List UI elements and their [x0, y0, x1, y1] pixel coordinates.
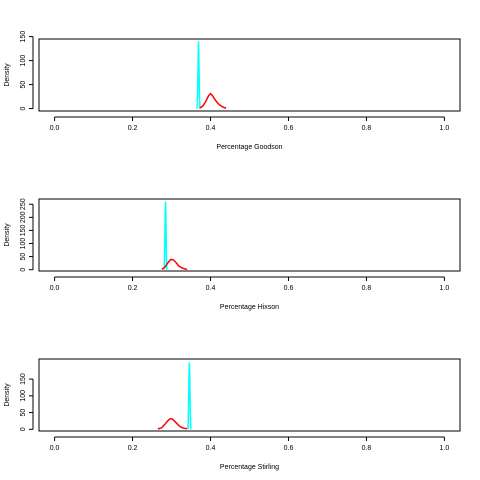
tick-labels: 0.0 0.2 0.4 0.6 0.8 1.0 0 50 100 150	[20, 373, 449, 452]
y-tick-label: 100	[20, 238, 27, 250]
tick-labels: 0.0 0.2 0.4 0.6 0.8 1.0 0 50 100 150 200…	[20, 198, 449, 292]
panel-stirling: 0.0 0.2 0.4 0.6 0.8 1.0 0 50 100 150 Per…	[4, 358, 461, 471]
red-density-curve	[199, 92, 227, 109]
x-tick-label: 0.2	[128, 285, 138, 292]
axis-ticks	[29, 203, 445, 281]
x-axis-label: Percentage Stirling	[220, 464, 279, 471]
x-tick-label: 0.8	[362, 445, 372, 452]
y-tick-label: 250	[20, 198, 27, 210]
x-tick-label: 0.6	[284, 125, 294, 132]
axis-ticks	[29, 378, 445, 441]
x-tick-label: 1.0	[440, 125, 450, 132]
density-curves	[157, 362, 192, 430]
cyan-density-curve	[163, 201, 168, 270]
y-tick-label: 0	[20, 268, 27, 272]
red-density-curve	[161, 258, 188, 271]
cyan-density-curve	[196, 41, 201, 109]
x-axis-label: Percentage Goodson	[216, 144, 282, 151]
x-tick-label: 0.8	[362, 285, 372, 292]
plot-frame	[38, 358, 461, 432]
y-tick-label: 100	[20, 55, 27, 67]
y-tick-label: 50	[20, 409, 27, 417]
y-tick-label: 50	[20, 253, 27, 261]
density-curves	[161, 201, 188, 271]
y-tick-label: 150	[20, 31, 27, 43]
x-tick-label: 0.6	[284, 285, 294, 292]
x-tick-label: 0.2	[128, 125, 138, 132]
x-axis-label: Percentage Hixson	[220, 304, 279, 311]
cyan-density-curve	[187, 362, 192, 430]
y-tick-label: 200	[20, 211, 27, 223]
y-axis-label: Density	[4, 223, 11, 247]
y-tick-label: 0	[20, 427, 27, 431]
tick-labels: 0.0 0.2 0.4 0.6 0.8 1.0 0 50 100 150	[20, 31, 449, 132]
x-tick-label: 1.0	[440, 445, 450, 452]
x-tick-label: 0.4	[206, 445, 216, 452]
panel-hixson: 0.0 0.2 0.4 0.6 0.8 1.0 0 50 100 150 200…	[4, 198, 461, 311]
y-axis-label: Density	[4, 383, 11, 407]
x-tick-label: 0.6	[284, 445, 294, 452]
y-tick-label: 150	[20, 224, 27, 236]
red-density-curve	[157, 417, 188, 430]
axis-ticks	[29, 36, 445, 121]
y-axis-label: Density	[4, 63, 11, 87]
plot-frame	[38, 198, 461, 272]
y-tick-label: 150	[20, 373, 27, 385]
x-tick-label: 1.0	[440, 285, 450, 292]
panel-goodson: 0.0 0.2 0.4 0.6 0.8 1.0 0 50 100 150 Per…	[4, 31, 461, 151]
y-tick-label: 100	[20, 390, 27, 402]
x-tick-label: 0.4	[206, 285, 216, 292]
x-tick-label: 0.4	[206, 125, 216, 132]
x-tick-label: 0.0	[50, 285, 60, 292]
x-tick-label: 0.0	[50, 125, 60, 132]
y-tick-label: 0	[20, 107, 27, 111]
x-tick-label: 0.8	[362, 125, 372, 132]
plot-frame	[38, 38, 461, 112]
x-tick-label: 0.2	[128, 445, 138, 452]
density-curves	[196, 41, 227, 109]
x-tick-label: 0.0	[50, 445, 60, 452]
y-tick-label: 50	[20, 81, 27, 89]
